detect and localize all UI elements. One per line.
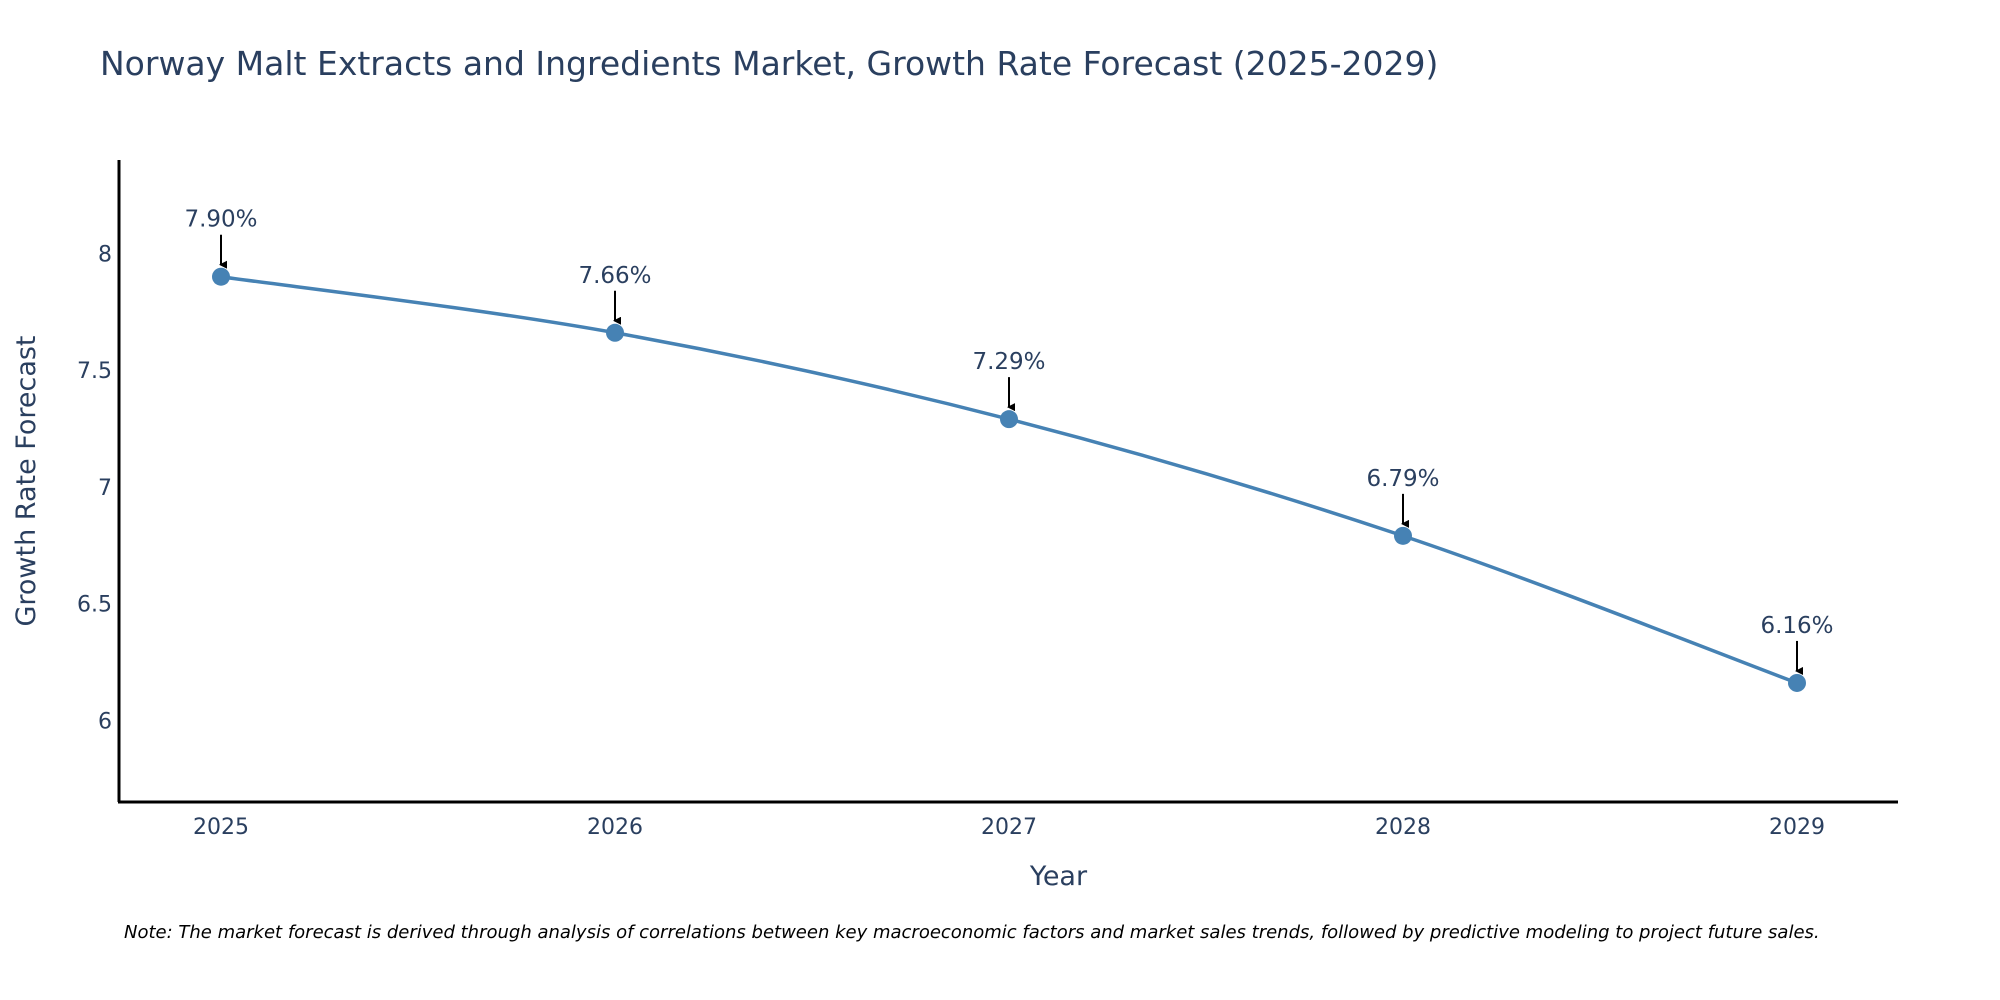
data-point: [1000, 410, 1018, 429]
y-tick-label: 7.5: [77, 359, 112, 384]
x-tick-label: 2029: [1769, 815, 1825, 840]
y-tick-label: 6: [98, 709, 112, 734]
y-tick-label: 7: [98, 476, 112, 501]
x-tick-label: 2027: [981, 815, 1037, 840]
data-point: [1788, 673, 1806, 692]
y-axis-title: Growth Rate Forecast: [11, 335, 42, 626]
x-tick-label: 2025: [193, 815, 249, 840]
data-label: 7.66%: [578, 263, 651, 289]
data-label: 7.90%: [184, 207, 257, 233]
x-tick-label: 2028: [1375, 815, 1431, 840]
x-axis-title: Year: [1029, 861, 1088, 892]
data-label: 6.16%: [1760, 613, 1833, 639]
series-line: [220, 274, 1798, 685]
data-point: [606, 323, 624, 342]
data-point: [1394, 526, 1412, 545]
data-label: 7.29%: [972, 349, 1045, 375]
chart-title: Norway Malt Extracts and Ingredients Mar…: [100, 44, 1439, 83]
y-tick-label: 8: [98, 242, 112, 267]
data-point: [212, 267, 230, 286]
y-tick-label: 6.5: [77, 593, 112, 618]
chart-note: Note: The market forecast is derived thr…: [124, 922, 1820, 943]
x-tick-label: 2026: [587, 815, 643, 840]
data-label: 6.79%: [1366, 466, 1439, 492]
